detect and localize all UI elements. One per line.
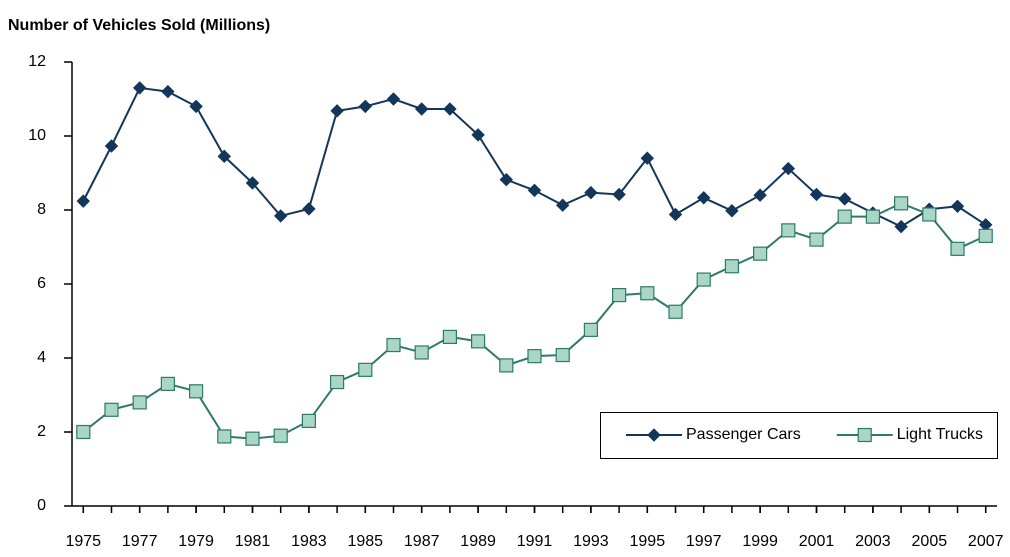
data-point xyxy=(612,288,627,303)
data-point xyxy=(217,149,231,164)
chart-title: Number of Vehicles Sold (Millions) xyxy=(8,17,270,34)
data-point xyxy=(781,223,796,238)
data-point xyxy=(499,358,514,373)
data-point xyxy=(753,246,768,261)
data-point xyxy=(696,191,711,205)
data-point xyxy=(838,192,852,206)
data-point xyxy=(724,259,740,274)
data-point xyxy=(555,347,570,363)
x-tick-label: 2003 xyxy=(855,533,891,550)
data-point xyxy=(978,228,993,243)
data-point xyxy=(527,349,542,364)
data-point xyxy=(301,413,316,428)
data-point xyxy=(132,395,147,410)
y-tick-label: 8 xyxy=(37,201,46,218)
data-point xyxy=(640,286,655,301)
x-tick-label: 1989 xyxy=(460,533,496,550)
data-point xyxy=(386,337,401,353)
data-point xyxy=(132,81,147,95)
data-point xyxy=(555,198,570,212)
data-point xyxy=(725,204,739,218)
data-point xyxy=(329,374,345,390)
data-point xyxy=(217,429,232,444)
legend-marker xyxy=(857,427,872,443)
legend-label: Passenger Cars xyxy=(686,426,801,443)
y-tick-label: 10 xyxy=(28,127,46,144)
data-point xyxy=(781,161,796,176)
data-point xyxy=(668,304,683,319)
x-tick-label: 2005 xyxy=(912,533,948,550)
data-point xyxy=(273,428,288,443)
data-point xyxy=(76,424,91,440)
data-point xyxy=(76,194,90,208)
x-tick-label: 1979 xyxy=(178,533,214,550)
data-point xyxy=(161,84,175,99)
y-tick-label: 4 xyxy=(37,349,46,366)
x-tick-label: 1993 xyxy=(573,533,609,550)
data-point xyxy=(837,209,852,224)
legend-label: Light Trucks xyxy=(897,426,983,443)
data-point xyxy=(527,183,542,198)
data-point xyxy=(809,232,824,247)
data-point xyxy=(386,92,401,106)
x-tick-label: 1977 xyxy=(122,533,158,550)
data-point xyxy=(894,196,909,211)
data-point xyxy=(330,104,344,118)
data-point xyxy=(104,139,119,153)
data-point xyxy=(950,199,965,214)
y-tick-label: 6 xyxy=(37,275,46,292)
data-point xyxy=(470,334,486,349)
data-point xyxy=(189,99,203,114)
y-tick-label: 2 xyxy=(37,423,46,440)
x-tick-label: 2001 xyxy=(799,533,835,550)
data-point xyxy=(471,128,485,142)
data-point xyxy=(302,202,316,216)
data-point xyxy=(950,241,965,256)
data-point xyxy=(922,207,937,222)
x-tick-label: 1981 xyxy=(235,533,271,550)
data-point xyxy=(245,176,260,190)
x-tick-label: 1985 xyxy=(347,533,383,550)
data-point xyxy=(894,219,908,234)
x-tick-label: 1987 xyxy=(404,533,440,550)
y-tick-label: 0 xyxy=(37,497,46,514)
x-tick-label: 1983 xyxy=(291,533,327,550)
x-tick-label: 1991 xyxy=(517,533,553,550)
y-tick-label: 12 xyxy=(28,53,46,70)
series-line xyxy=(82,202,987,440)
x-tick-label: 2007 xyxy=(968,533,1004,550)
data-point xyxy=(499,172,514,187)
x-tick-label: 1975 xyxy=(65,533,101,550)
data-point xyxy=(696,272,711,287)
data-point xyxy=(414,345,429,360)
data-point xyxy=(443,102,457,116)
data-point xyxy=(584,185,598,200)
data-point xyxy=(640,151,655,165)
data-point xyxy=(668,207,683,222)
data-point xyxy=(358,99,373,114)
data-point xyxy=(414,102,429,116)
data-point xyxy=(245,431,260,446)
data-point xyxy=(358,362,373,377)
data-point xyxy=(104,402,119,417)
data-point xyxy=(809,187,824,202)
data-point xyxy=(160,376,175,391)
x-tick-label: 1995 xyxy=(630,533,666,550)
data-point xyxy=(583,322,599,337)
data-point xyxy=(865,209,881,224)
legend-marker xyxy=(647,428,661,442)
x-tick-label: 1999 xyxy=(742,533,778,550)
data-point xyxy=(188,384,204,399)
data-point xyxy=(442,329,457,345)
data-point xyxy=(273,209,288,223)
x-tick-label: 1997 xyxy=(686,533,722,550)
data-point xyxy=(612,187,626,202)
data-point xyxy=(753,188,767,202)
